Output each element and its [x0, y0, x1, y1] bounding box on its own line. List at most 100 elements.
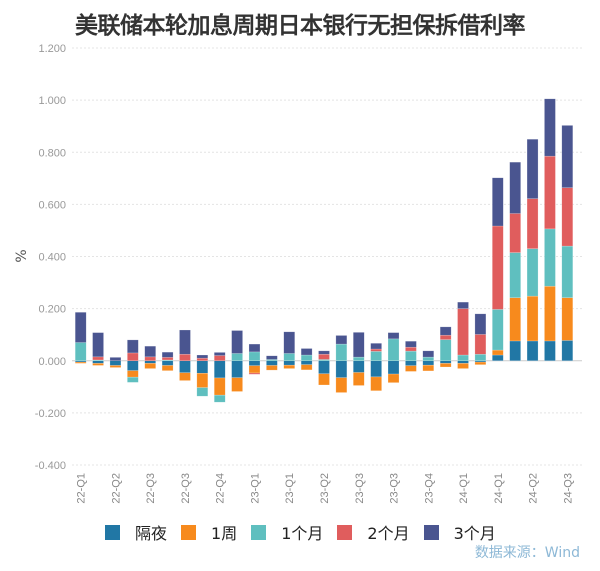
bar-segment: [457, 308, 469, 356]
bar-segment: [544, 228, 556, 287]
bar-segment: [231, 377, 243, 392]
bar-segment: [248, 360, 261, 366]
bar-segment: [213, 352, 226, 356]
bar-segment: [213, 394, 226, 403]
bar-segment: [127, 339, 139, 354]
bar-segment: [300, 348, 313, 356]
bar-segment: [213, 360, 226, 379]
bar-segment: [92, 360, 104, 364]
bar-segment: [161, 360, 174, 366]
y-axis-label: %: [14, 249, 30, 262]
bar-segment: [422, 360, 435, 366]
bar-segment: [561, 187, 574, 247]
x-tick-label: 23-Q3: [354, 473, 366, 504]
bar-segment: [370, 343, 382, 350]
legend-item[interactable]: 1个月: [251, 520, 323, 544]
bar-segment: [127, 352, 139, 361]
legend-swatch: [181, 524, 197, 540]
bar-segment: [439, 326, 452, 336]
bar-segment: [283, 353, 295, 362]
bar-segment: [492, 349, 504, 356]
x-tick-label: 24-Q1: [493, 473, 505, 504]
bar-segment: [561, 245, 574, 298]
bar-segment: [422, 350, 435, 358]
bar-segment: [457, 301, 469, 309]
x-tick-label: 22-Q3: [180, 473, 192, 504]
bar-segment: [318, 360, 330, 375]
bar-segment: [370, 360, 382, 378]
x-tick-label: 23-Q2: [319, 473, 331, 504]
bar-segment: [492, 225, 504, 310]
bar-segment: [457, 363, 469, 369]
bar-segment: [526, 340, 539, 362]
bar-segment: [196, 373, 209, 388]
bar-segment: [509, 213, 521, 253]
bar-segment: [370, 351, 382, 361]
bar-segment: [544, 155, 556, 230]
bar-segment: [283, 331, 295, 354]
bar-segment: [144, 363, 156, 369]
y-tick-label: 0.600: [38, 199, 66, 211]
x-tick-label: 23-Q1: [249, 473, 261, 504]
legend-item[interactable]: 1周: [181, 520, 237, 544]
bar-segment: [457, 360, 469, 364]
legend-label: 1个月: [281, 524, 324, 543]
y-tick-label: -0.400: [35, 460, 66, 472]
bar-segment: [109, 357, 122, 362]
bar-segment: [109, 365, 122, 368]
bar-segment: [318, 353, 330, 360]
bar-segment: [161, 357, 174, 361]
bar-segment: [127, 360, 139, 371]
bar-segment: [266, 360, 278, 366]
y-tick-label: 1.200: [38, 43, 66, 55]
bar-segment: [387, 360, 400, 375]
bar-segment: [231, 353, 243, 362]
bar-segment: [127, 370, 139, 378]
bar-segment: [196, 360, 209, 374]
x-tick-label: 24-Q1: [458, 473, 470, 504]
legend-item[interactable]: 隔夜: [105, 520, 167, 544]
bar-segment: [248, 372, 261, 375]
bar-segment: [161, 365, 174, 371]
bar-segment: [335, 343, 348, 362]
legend-swatch: [105, 524, 120, 540]
bar-segment: [318, 373, 330, 386]
y-tick-label: 1.000: [38, 95, 66, 107]
bar-segment: [127, 376, 139, 383]
bar-segment: [335, 360, 348, 378]
bar-segment: [439, 360, 452, 364]
x-tick-label: 23-Q3: [389, 473, 401, 504]
bar-segment: [370, 376, 382, 391]
bar-segment: [74, 312, 87, 343]
bar-segment: [144, 356, 156, 362]
legend-item[interactable]: 3个月: [423, 520, 496, 544]
bar-segment: [231, 330, 243, 354]
data-source: 数据来源：Wind: [474, 545, 580, 561]
bar-segment: [561, 340, 574, 362]
bar-segment: [474, 361, 487, 365]
x-tick-label: 22-Q1: [76, 473, 88, 504]
bar-segment: [509, 297, 521, 342]
bar-segment: [335, 377, 348, 393]
x-tick-label: 24-Q3: [562, 473, 574, 504]
bar-segment: [318, 350, 330, 355]
bar-segment: [405, 360, 417, 366]
legend: 隔夜 1周 1个月 2个月 3个月: [105, 520, 510, 544]
bar-segment: [561, 125, 574, 188]
bar-segment: [213, 377, 226, 396]
bar-segment: [266, 355, 278, 360]
bar-segment: [196, 387, 209, 397]
y-tick-label: 0.000: [38, 356, 66, 368]
x-tick-label: 22-Q4: [215, 473, 227, 504]
bar-segment: [266, 365, 278, 371]
bar-segment: [300, 354, 313, 361]
legend-item[interactable]: 2个月: [337, 520, 410, 544]
bar-segment: [492, 177, 504, 227]
y-tick-label: 0.400: [38, 252, 66, 264]
x-tick-label: 22-Q2: [110, 473, 122, 504]
bar-segment: [422, 364, 435, 372]
bar-segment: [196, 357, 209, 361]
bar-segment: [492, 309, 504, 351]
bar-segment: [387, 373, 400, 383]
